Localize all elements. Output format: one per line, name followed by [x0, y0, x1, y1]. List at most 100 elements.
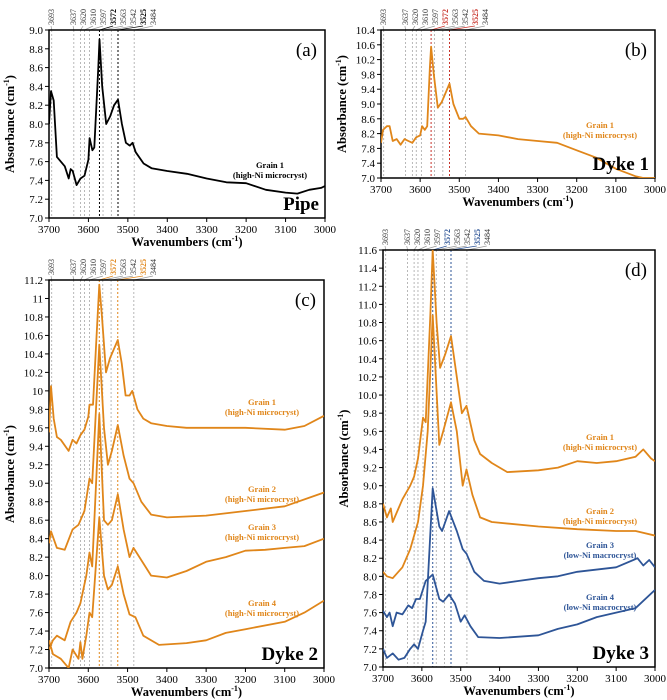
series-line-grain-2 — [49, 343, 324, 551]
site-label: Pipe — [283, 194, 319, 215]
series-label: Grain 2 — [586, 506, 614, 516]
series-note: (high-Ni microcryst) — [225, 532, 299, 542]
y-axis-title-sup: -1 — [336, 414, 345, 421]
x-tick-label: 3100 — [275, 224, 298, 236]
series-line-grain-3 — [49, 413, 324, 650]
peak-label: 3637 — [69, 259, 78, 275]
y-tick-label: 11.2 — [24, 275, 43, 287]
y-tick-label: 7.4 — [361, 158, 375, 170]
peak-label: 3693 — [381, 229, 390, 245]
peak-label: 3572 — [441, 9, 450, 25]
y-tick-label: 7.6 — [29, 157, 43, 169]
y-tick-label: 7.2 — [29, 194, 43, 206]
y-tick-label: 8.8 — [363, 499, 377, 511]
peak-label: 3693 — [47, 9, 56, 25]
x-tick-label: 3500 — [117, 674, 140, 686]
y-axis-title-close: ) — [3, 75, 17, 79]
y-axis-title: Absorbance (cm-1) — [2, 75, 17, 173]
y-tick-label: 9.8 — [363, 408, 377, 420]
plot-frame — [48, 29, 326, 219]
y-tick-label: 8.2 — [29, 100, 43, 112]
peak-label: 3620 — [411, 9, 420, 25]
peak-label: 3610 — [89, 259, 98, 275]
y-tick-label: 10.6 — [356, 40, 376, 52]
y-tick-label: 8.4 — [363, 535, 377, 547]
peak-label: 3610 — [423, 229, 432, 245]
series-line-grain-1 — [381, 45, 655, 178]
series-note: (high-Ni microcryst) — [563, 130, 637, 140]
y-tick-label: 10.6 — [358, 336, 378, 348]
x-tick-label: 3300 — [527, 673, 550, 685]
y-axis-title: Absorbance (cm-1) — [334, 55, 349, 153]
series-note: (low-Ni macrocryst) — [564, 602, 637, 612]
y-tick-label: 9.4 — [363, 444, 377, 456]
series-line-grain-2 — [383, 314, 655, 580]
panel-c: 3693 3637 3620 3610 3597 3572 3563 3542 3525 3484… — [2, 259, 336, 699]
peak-label: 3525 — [139, 9, 148, 25]
peak-label: 3597 — [99, 9, 108, 25]
y-tick-label: 8.0 — [29, 571, 43, 583]
x-tick-label: 3000 — [314, 224, 337, 236]
panel-b: 3693 3637 3620 3610 3597 3572 3563 3542 3525 3484… — [334, 9, 667, 209]
series-note: (high-Ni microcryst) — [225, 608, 299, 618]
series-note: (high-Ni microcryst) — [225, 494, 299, 504]
y-tick-label: 9.2 — [29, 460, 43, 472]
y-tick-label: 7.2 — [29, 645, 43, 657]
y-tick-label: 10.2 — [358, 372, 377, 384]
y-tick-label: 7.0 — [29, 663, 43, 675]
peak-label: 3610 — [89, 9, 98, 25]
x-tick-label: 3600 — [409, 184, 432, 196]
series-note: (high-Ni microcryst) — [233, 170, 307, 180]
x-tick-label: 3100 — [605, 184, 628, 196]
y-tick-label: 11.4 — [358, 263, 377, 275]
x-axis-title-sup: -1 — [232, 234, 239, 243]
series-note: (low-Ni macrocryst) — [564, 550, 637, 560]
peak-label: 3693 — [379, 9, 388, 25]
series-note: (high-Ni microcryst) — [563, 442, 637, 452]
peak-label: 3542 — [129, 259, 138, 275]
x-axis-title-sup: -1 — [231, 684, 238, 693]
peak-label: 3525 — [139, 259, 148, 275]
series-label: Grain 4 — [248, 598, 277, 608]
x-tick-label: 3700 — [38, 674, 61, 686]
y-tick-label: 9.0 — [363, 481, 377, 493]
y-tick-label: 8.0 — [363, 571, 377, 583]
y-tick-label: 7.8 — [363, 589, 377, 601]
series-line-grain-1 — [383, 250, 655, 523]
peak-label: 3542 — [461, 9, 470, 25]
y-tick-label: 8.2 — [361, 129, 375, 141]
panel-label: (d) — [625, 260, 647, 281]
y-axis-title-close: ) — [3, 425, 17, 429]
y-tick-label: 9.0 — [361, 99, 375, 111]
peak-label: 3525 — [471, 9, 480, 25]
x-tick-label: 3600 — [77, 224, 100, 236]
peak-label: 3542 — [463, 229, 472, 245]
y-tick-label: 7.6 — [363, 608, 377, 620]
plot-frame — [48, 279, 325, 669]
peak-label: 3597 — [431, 9, 440, 25]
series-label: Grain 1 — [586, 432, 614, 442]
x-tick-label: 3000 — [313, 674, 336, 686]
x-axis-title-close: ) — [570, 684, 574, 698]
x-tick-label: 3500 — [450, 673, 473, 685]
x-tick-label: 3200 — [566, 673, 589, 685]
peak-label: 3542 — [129, 9, 138, 25]
peak-label: 3484 — [149, 259, 158, 275]
peak-label: 3637 — [69, 9, 78, 25]
panel-a: 3693 3637 3620 3610 3597 3572 3563 3542 3525 3484… — [2, 9, 337, 249]
peak-label: 3597 — [99, 259, 108, 275]
x-tick-label: 3400 — [489, 673, 512, 685]
y-tick-label: 8.8 — [29, 44, 43, 56]
y-tick-label: 9.0 — [29, 25, 43, 37]
x-axis-title: Wavenumbers (cm-1) — [462, 194, 573, 209]
y-tick-label: 8.6 — [363, 517, 377, 529]
x-tick-label: 3200 — [566, 184, 589, 196]
y-tick-label: 8.2 — [363, 553, 377, 565]
x-axis-title-close: ) — [569, 195, 573, 209]
x-tick-label: 3700 — [38, 224, 61, 236]
peak-label: 3637 — [401, 9, 410, 25]
y-tick-label: 9.4 — [29, 441, 43, 453]
peak-label: 3563 — [119, 9, 128, 25]
y-tick-label: 7.8 — [29, 589, 43, 601]
